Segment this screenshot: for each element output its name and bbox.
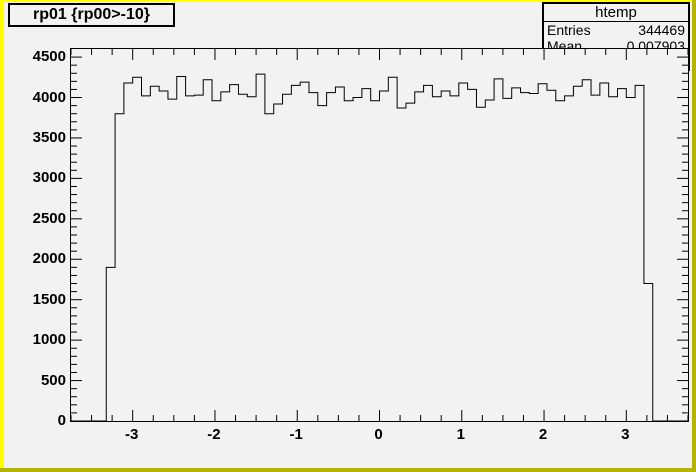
canvas-bevel-left: [0, 0, 4, 472]
stats-title: htemp: [544, 4, 688, 22]
x-tick-label: 2: [538, 426, 548, 443]
x-tick-label: -2: [207, 426, 221, 443]
page-title: rp01 {rp00>-10}: [33, 6, 150, 23]
y-tick-label: 3500: [32, 128, 66, 146]
stats-value-entries: 344469: [638, 22, 685, 38]
y-tick-label: 1500: [32, 290, 66, 308]
canvas-bevel-right: [692, 0, 696, 472]
y-tick-label: 2000: [32, 250, 66, 268]
y-tick-label: 0: [57, 412, 66, 429]
histogram-curve: [71, 73, 688, 421]
stats-label-entries: Entries: [547, 22, 591, 38]
y-tick-label: 3000: [32, 169, 66, 187]
y-tick-label: 4000: [32, 88, 66, 106]
y-tick-label: 4500: [32, 48, 66, 66]
axis-ticks: [71, 49, 688, 421]
y-tick-label: 1000: [32, 331, 66, 349]
x-tick-label: -3: [125, 426, 139, 443]
histogram-title-box: rp01 {rp00>-10}: [8, 3, 175, 27]
canvas-bevel-top: [0, 0, 696, 2]
plot-frame: [70, 48, 689, 422]
histogram-plot: [71, 49, 688, 421]
y-tick-label: 500: [40, 371, 66, 389]
canvas-bevel-bottom: [0, 468, 696, 472]
x-tick-label: -1: [289, 426, 303, 443]
x-tick-label: 3: [621, 426, 630, 443]
x-tick-label: 1: [456, 426, 465, 443]
x-tick-label: 0: [374, 426, 383, 443]
y-tick-label: 2500: [32, 209, 66, 227]
stats-row-entries: Entries 344469: [544, 22, 688, 38]
